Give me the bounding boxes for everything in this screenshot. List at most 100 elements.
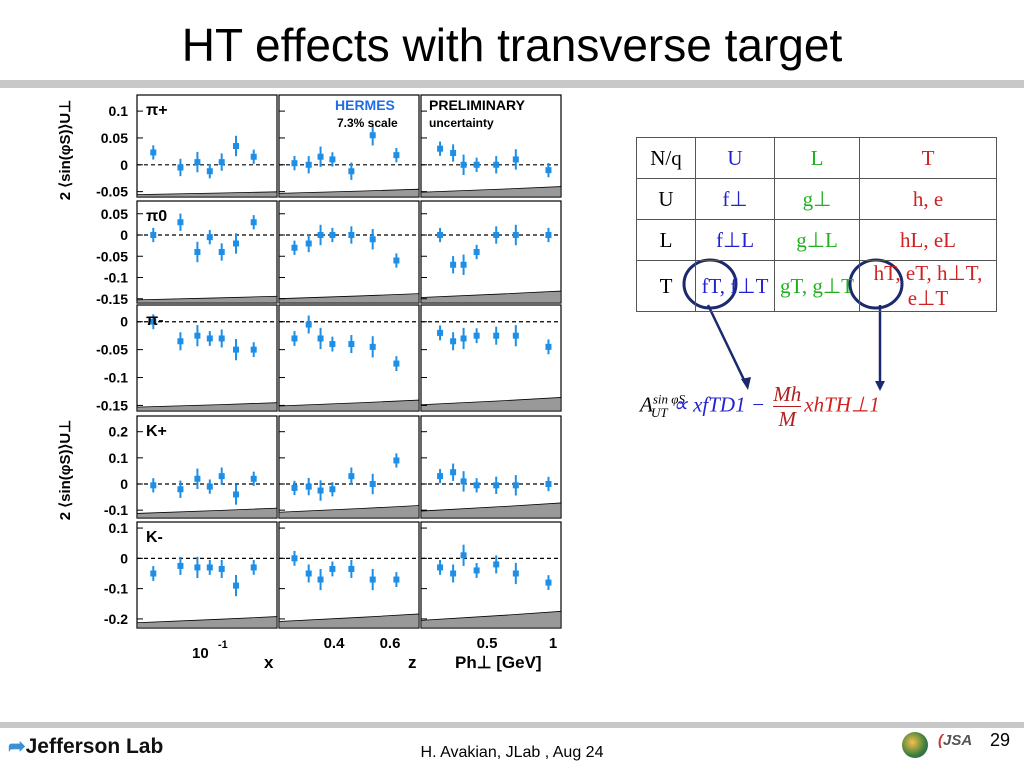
formula-frac-num: Mh [773,382,802,407]
data-point [437,473,444,480]
data-point [348,565,355,572]
data-point [545,343,552,350]
preliminary-label: PRELIMINARY [429,97,526,113]
y-tick-label: 0.1 [109,103,129,119]
data-point [291,160,298,167]
y-tick-label: -0.05 [96,184,128,200]
y-tick-label: -0.05 [96,342,128,358]
data-point [291,335,298,342]
data-point [177,164,184,171]
data-point [450,469,457,476]
x-axis-label: Ph⊥ [GeV] [455,653,542,672]
data-point [348,341,355,348]
data-point [545,579,552,586]
data-point [218,159,225,166]
systematic-band [278,188,420,198]
formula-lhs: A [640,392,653,417]
x-tick-label: 0.6 [380,635,401,652]
data-point [206,335,213,342]
data-point [317,232,324,238]
data-point [369,132,376,139]
y-tick-label: 0.1 [109,450,129,466]
y-tick-label: -0.05 [96,248,128,264]
data-point [206,564,213,571]
data-point [437,329,444,336]
systematic-band [420,610,562,629]
data-point [150,232,157,238]
data-point [369,576,376,583]
data-point [194,332,201,339]
cell-l-t: hL, eL [859,219,997,261]
data-point [473,567,480,574]
hadron-label: π0 [146,208,167,225]
y-tick-label: 0.1 [109,520,129,536]
data-point [460,161,467,168]
data-point [329,156,336,163]
footer-divider [0,722,1024,728]
data-point [218,335,225,342]
cell-t-l: gT, g⊥T [774,260,860,312]
y-tick-label: 0 [120,314,128,330]
data-point [473,249,480,255]
cell-u-l: g⊥ [774,178,860,220]
data-point [450,338,457,345]
title-divider [0,80,1024,88]
data-point [150,149,157,156]
data-point [150,570,157,577]
y-tick-label: 0.2 [109,424,129,440]
y-tick-label: -0.1 [104,581,128,597]
data-point [250,219,257,226]
data-point [305,570,312,577]
formula-term1: ∝ xfTD1 − [672,392,766,417]
systematic-band [136,191,278,198]
data-point [194,475,201,482]
data-point [512,156,519,163]
data-point [233,346,240,353]
panel-frame [278,415,420,519]
data-point [317,335,324,342]
systematic-band [278,293,420,304]
data-point [512,332,519,339]
data-point [493,561,500,568]
systematic-band [278,613,420,629]
systematic-band [136,402,278,412]
systematic-band [420,502,562,519]
x-axis-label: z [408,653,417,672]
panel-frame [420,200,562,304]
data-point [437,232,444,238]
data-point [329,565,336,572]
hadron-label: K+ [146,423,167,440]
data-point [233,582,240,589]
panel-frame [278,304,420,412]
data-point [218,565,225,572]
panel-frame [420,521,562,629]
data-point [369,236,376,243]
data-point [545,232,552,238]
data-point [393,360,400,367]
data-point [206,234,213,241]
lab-emblem-icon [902,732,928,758]
data-point [218,249,225,255]
author-line: H. Avakian, JLab , Aug 24 [420,744,604,761]
y-tick-label: -0.1 [104,370,128,386]
x-tick-label: 0.4 [324,635,346,652]
data-point [250,153,257,160]
slide-title: HT effects with transverse target [181,19,843,71]
data-point [545,481,552,487]
panel-frame [278,521,420,629]
y-tick-label: 0.05 [101,206,128,222]
distribution-table: N/q U L T U f⊥ g⊥ h, e L f⊥L g⊥L hL, eL … [636,137,997,312]
systematic-band [420,290,562,304]
y-axis-label: 2 ⟨sin(φS)⟩U⊥ [57,420,74,521]
data-point [177,219,184,226]
data-point [369,481,376,487]
data-point [194,159,201,166]
data-point [369,343,376,350]
data-point [317,153,324,160]
table-header-nq: N/q [636,137,696,179]
data-point [493,232,500,238]
table-header-t: T [859,137,997,179]
data-point [177,486,184,493]
